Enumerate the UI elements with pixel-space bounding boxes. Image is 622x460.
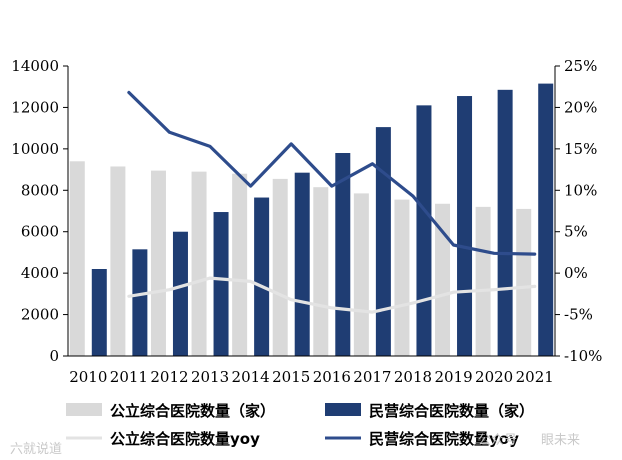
bar-private-2017 — [375, 127, 391, 356]
bar-public-2021 — [516, 208, 532, 356]
legend-label-private-count: 民营综合医院数量（家） — [369, 402, 534, 420]
bar-public-2014 — [232, 173, 248, 356]
x-tick-label: 2015 — [272, 368, 310, 386]
legend-label-private-yoy: 民营综合医院数量yoy — [369, 430, 519, 448]
bar-private-2016 — [335, 153, 351, 356]
bar-public-2012 — [150, 170, 166, 356]
right-tick-label: 5% — [564, 223, 588, 241]
bar-private-2012 — [172, 231, 188, 356]
legend: 公立综合医院数量（家） 民营综合医院数量（家） 公立综合医院数量yoy 民营综合医院数… — [66, 402, 534, 448]
x-tick-label: 2021 — [516, 368, 554, 386]
bar-private-2019 — [457, 96, 473, 357]
watermark-right: 眼未来 — [541, 433, 581, 448]
bar-public-2010 — [69, 161, 85, 356]
x-tick-label: 2017 — [353, 368, 391, 386]
watermark-right-prefix: 公众号 — [478, 433, 518, 448]
right-tick-label: 10% — [564, 181, 597, 199]
bar-public-2013 — [191, 171, 207, 356]
line-private-yoy — [127, 90, 537, 256]
legend-label-public-yoy: 公立综合医院数量yoy — [110, 430, 260, 448]
left-tick-label: 6000 — [21, 223, 59, 241]
x-tick-label: 2020 — [475, 368, 513, 386]
bar-private-2013 — [213, 212, 229, 356]
bars-layer — [69, 83, 554, 357]
bar-private-2020 — [497, 89, 513, 357]
right-tick-label: 0% — [564, 264, 588, 282]
left-tick-label: 8000 — [21, 181, 59, 199]
right-tick-label: -5% — [564, 306, 593, 324]
x-tick-label: 2011 — [110, 368, 148, 386]
bar-private-2010 — [91, 269, 107, 356]
x-tick-label: 2010 — [69, 368, 107, 386]
bar-private-2011 — [132, 249, 148, 356]
watermark-left: 六就说道 — [10, 442, 63, 457]
bar-public-2017 — [353, 193, 369, 356]
bar-public-2019 — [435, 203, 451, 356]
x-tick-label: 2012 — [150, 368, 188, 386]
left-tick-label: 4000 — [21, 264, 59, 282]
lines-layer — [127, 90, 537, 314]
right-tick-label: 15% — [564, 140, 597, 158]
bar-public-2011 — [110, 166, 126, 356]
left-tick-label: 10000 — [11, 140, 59, 158]
bar-private-2015 — [294, 172, 310, 356]
axes-layer: 0 2000 4000 6000 8000 10000 12000 14000 -10% -5% 0… — [11, 57, 602, 386]
bar-public-2018 — [394, 199, 410, 356]
x-tick-label: 2018 — [394, 368, 432, 386]
x-tick-label: 2013 — [191, 368, 229, 386]
left-tick-label: 2000 — [21, 306, 59, 324]
legend-swatch-private-count — [325, 403, 361, 416]
bar-private-2014 — [254, 197, 270, 356]
line-public-yoy — [127, 276, 537, 314]
right-tick-label: -10% — [564, 347, 602, 365]
left-tick-label: 14000 — [11, 57, 59, 75]
bar-private-2021 — [538, 83, 554, 356]
right-tick-label: 25% — [564, 57, 597, 75]
x-tick-label: 2016 — [313, 368, 351, 386]
left-tick-label: 12000 — [11, 98, 59, 116]
left-tick-label: 0 — [49, 347, 59, 365]
legend-swatch-public-count — [66, 403, 102, 416]
legend-label-public-count: 公立综合医院数量（家） — [110, 402, 275, 420]
bar-public-2015 — [272, 178, 288, 356]
x-tick-label: 2019 — [434, 368, 472, 386]
bar-private-2018 — [416, 105, 432, 356]
bar-public-2020 — [475, 206, 491, 356]
x-tick-label: 2014 — [232, 368, 270, 386]
bar-public-2016 — [313, 187, 329, 356]
right-tick-label: 20% — [564, 98, 597, 116]
